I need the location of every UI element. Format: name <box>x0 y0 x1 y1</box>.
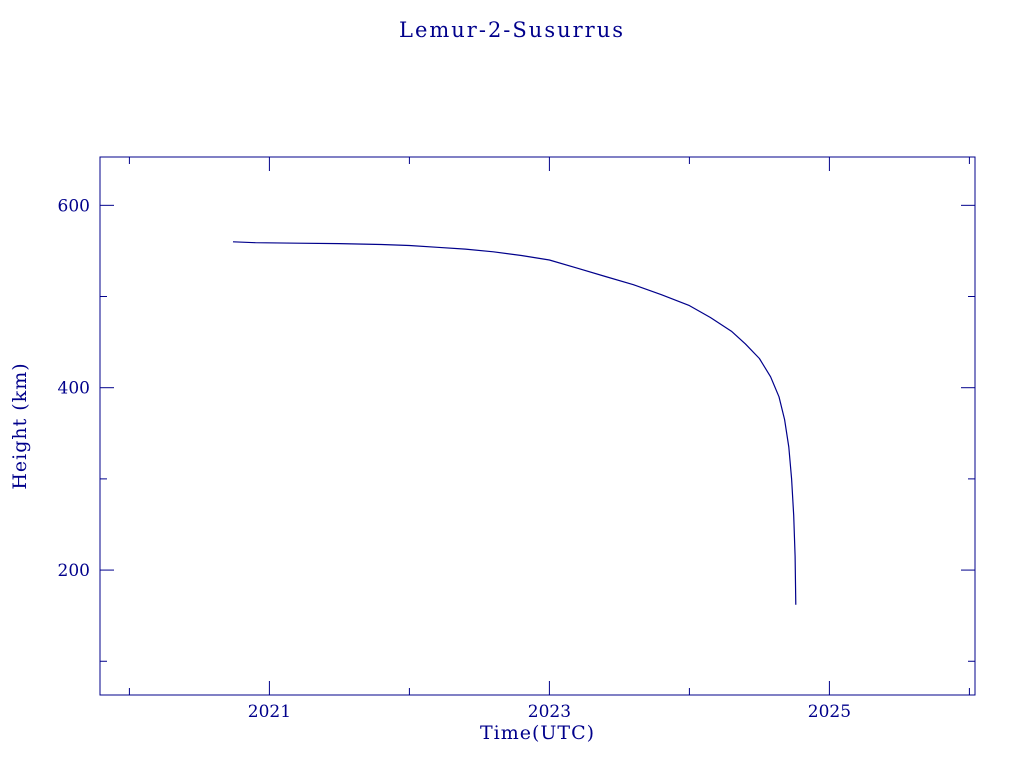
x-axis-label: Time(UTC) <box>479 722 596 744</box>
y-tick-label: 600 <box>58 196 90 216</box>
x-tick-label: 2023 <box>528 702 571 722</box>
chart-title: Lemur-2-Susurrus <box>399 18 625 42</box>
y-tick-label: 200 <box>58 561 90 581</box>
x-tick-label: 2021 <box>248 702 291 722</box>
y-tick-label: 400 <box>58 379 90 399</box>
plot-frame <box>99 156 976 696</box>
x-tick-label: 2025 <box>808 702 851 722</box>
data-line-orbital-height <box>232 241 797 605</box>
